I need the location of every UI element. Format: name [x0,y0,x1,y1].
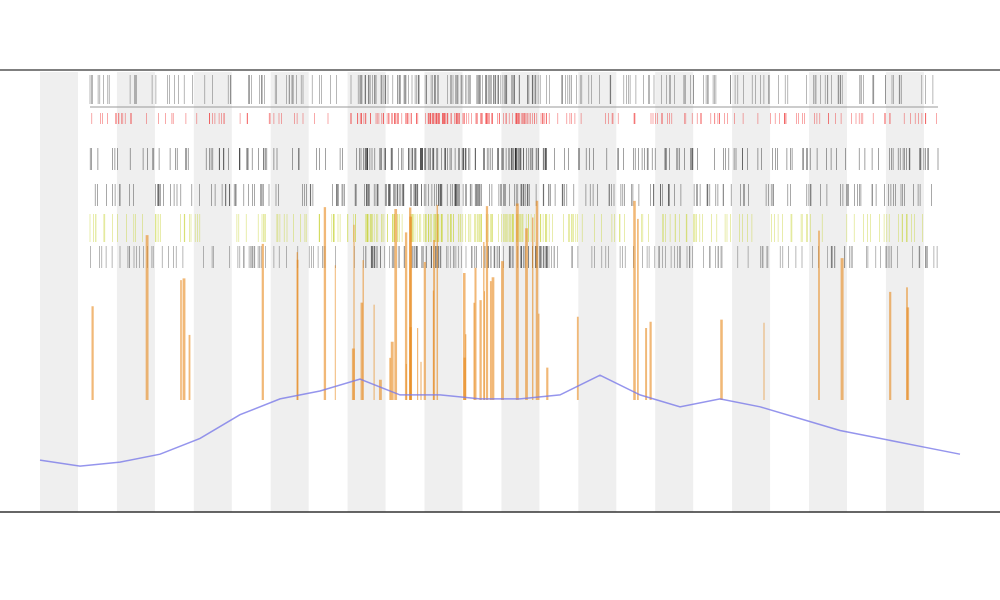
band [424,72,463,512]
band [655,72,694,512]
band [885,72,924,512]
band [193,72,232,512]
band [270,72,309,512]
band [347,72,386,512]
band [732,72,771,512]
band [578,72,617,512]
band [116,72,155,512]
background-bands [40,72,924,512]
data-line [39,374,961,467]
band [40,72,78,512]
plot [39,374,961,467]
track-marks [89,75,939,400]
band [501,72,540,512]
